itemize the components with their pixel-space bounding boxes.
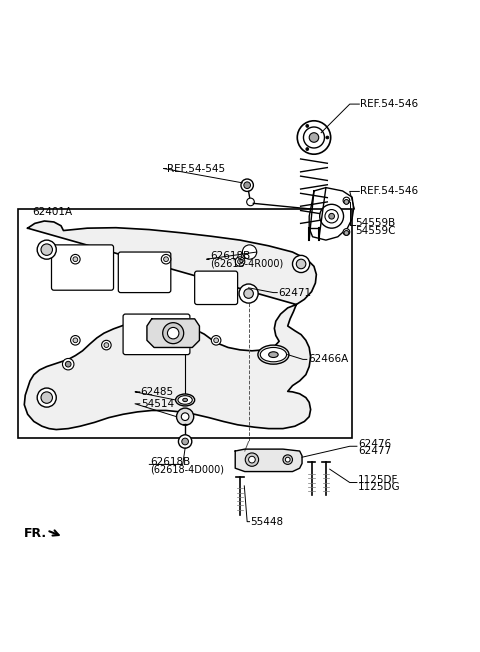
Circle shape [249,456,255,463]
Text: FR.: FR. [24,527,48,540]
Circle shape [283,455,292,464]
Circle shape [247,198,254,206]
Circle shape [285,457,290,462]
Circle shape [306,147,309,151]
Text: 62476: 62476 [358,439,391,449]
Circle shape [235,257,245,267]
Text: REF.54-546: REF.54-546 [360,186,419,196]
Polygon shape [147,319,199,348]
FancyBboxPatch shape [123,314,190,355]
FancyBboxPatch shape [195,271,238,304]
Circle shape [309,133,319,142]
FancyBboxPatch shape [51,245,114,290]
Circle shape [163,323,184,344]
Text: 54559C: 54559C [356,226,396,235]
Circle shape [344,231,349,235]
Circle shape [104,343,109,348]
Polygon shape [309,188,354,240]
Circle shape [73,338,78,343]
Circle shape [241,179,253,192]
Ellipse shape [258,345,289,364]
Circle shape [329,213,335,219]
Ellipse shape [178,396,192,404]
Circle shape [245,453,259,466]
Circle shape [344,200,349,204]
Circle shape [71,336,80,345]
Circle shape [179,435,192,448]
Text: REF.54-546: REF.54-546 [360,99,419,109]
Circle shape [214,338,218,343]
Ellipse shape [260,348,287,362]
Ellipse shape [176,394,195,406]
Text: 62618B: 62618B [210,251,250,261]
Circle shape [164,257,168,261]
Circle shape [168,327,179,339]
Text: 62485: 62485 [141,387,174,397]
Circle shape [244,182,251,188]
Circle shape [37,388,56,407]
Text: (62618-4R000): (62618-4R000) [210,259,283,269]
Text: 62401A: 62401A [33,207,72,217]
Ellipse shape [269,352,278,357]
Text: 62618B: 62618B [150,457,191,467]
Text: 62471: 62471 [278,288,312,297]
Bar [18,209,352,438]
Circle shape [62,359,74,370]
Circle shape [65,361,71,367]
Circle shape [161,254,171,264]
Text: 62477: 62477 [358,446,391,456]
Circle shape [238,259,242,264]
Polygon shape [235,449,302,471]
Circle shape [41,244,52,256]
Ellipse shape [183,398,188,402]
Polygon shape [24,221,316,430]
Circle shape [73,257,78,261]
Circle shape [296,259,306,269]
Circle shape [244,289,253,299]
Circle shape [292,256,310,273]
Text: REF.54-545: REF.54-545 [167,164,225,173]
Text: 1125DF: 1125DF [358,475,398,485]
Circle shape [343,197,350,204]
Text: 54514: 54514 [141,399,174,409]
Circle shape [37,240,56,259]
Circle shape [182,438,189,445]
Circle shape [297,121,331,155]
Circle shape [325,209,338,223]
Circle shape [343,229,350,235]
Circle shape [320,204,344,228]
Text: 62466A: 62466A [308,355,348,364]
Text: (62618-4D000): (62618-4D000) [150,464,224,474]
Circle shape [239,284,258,303]
Circle shape [245,248,254,256]
Circle shape [306,125,309,127]
Circle shape [71,254,80,264]
Circle shape [102,340,111,350]
Text: 1125DG: 1125DG [358,482,400,492]
Text: 54559B: 54559B [356,218,396,228]
Circle shape [41,392,52,404]
FancyBboxPatch shape [118,252,171,293]
Circle shape [181,413,189,421]
Circle shape [177,408,194,425]
Text: 55448: 55448 [251,516,284,527]
Circle shape [242,245,257,259]
Circle shape [326,136,329,139]
Circle shape [303,127,324,148]
Circle shape [211,336,221,345]
